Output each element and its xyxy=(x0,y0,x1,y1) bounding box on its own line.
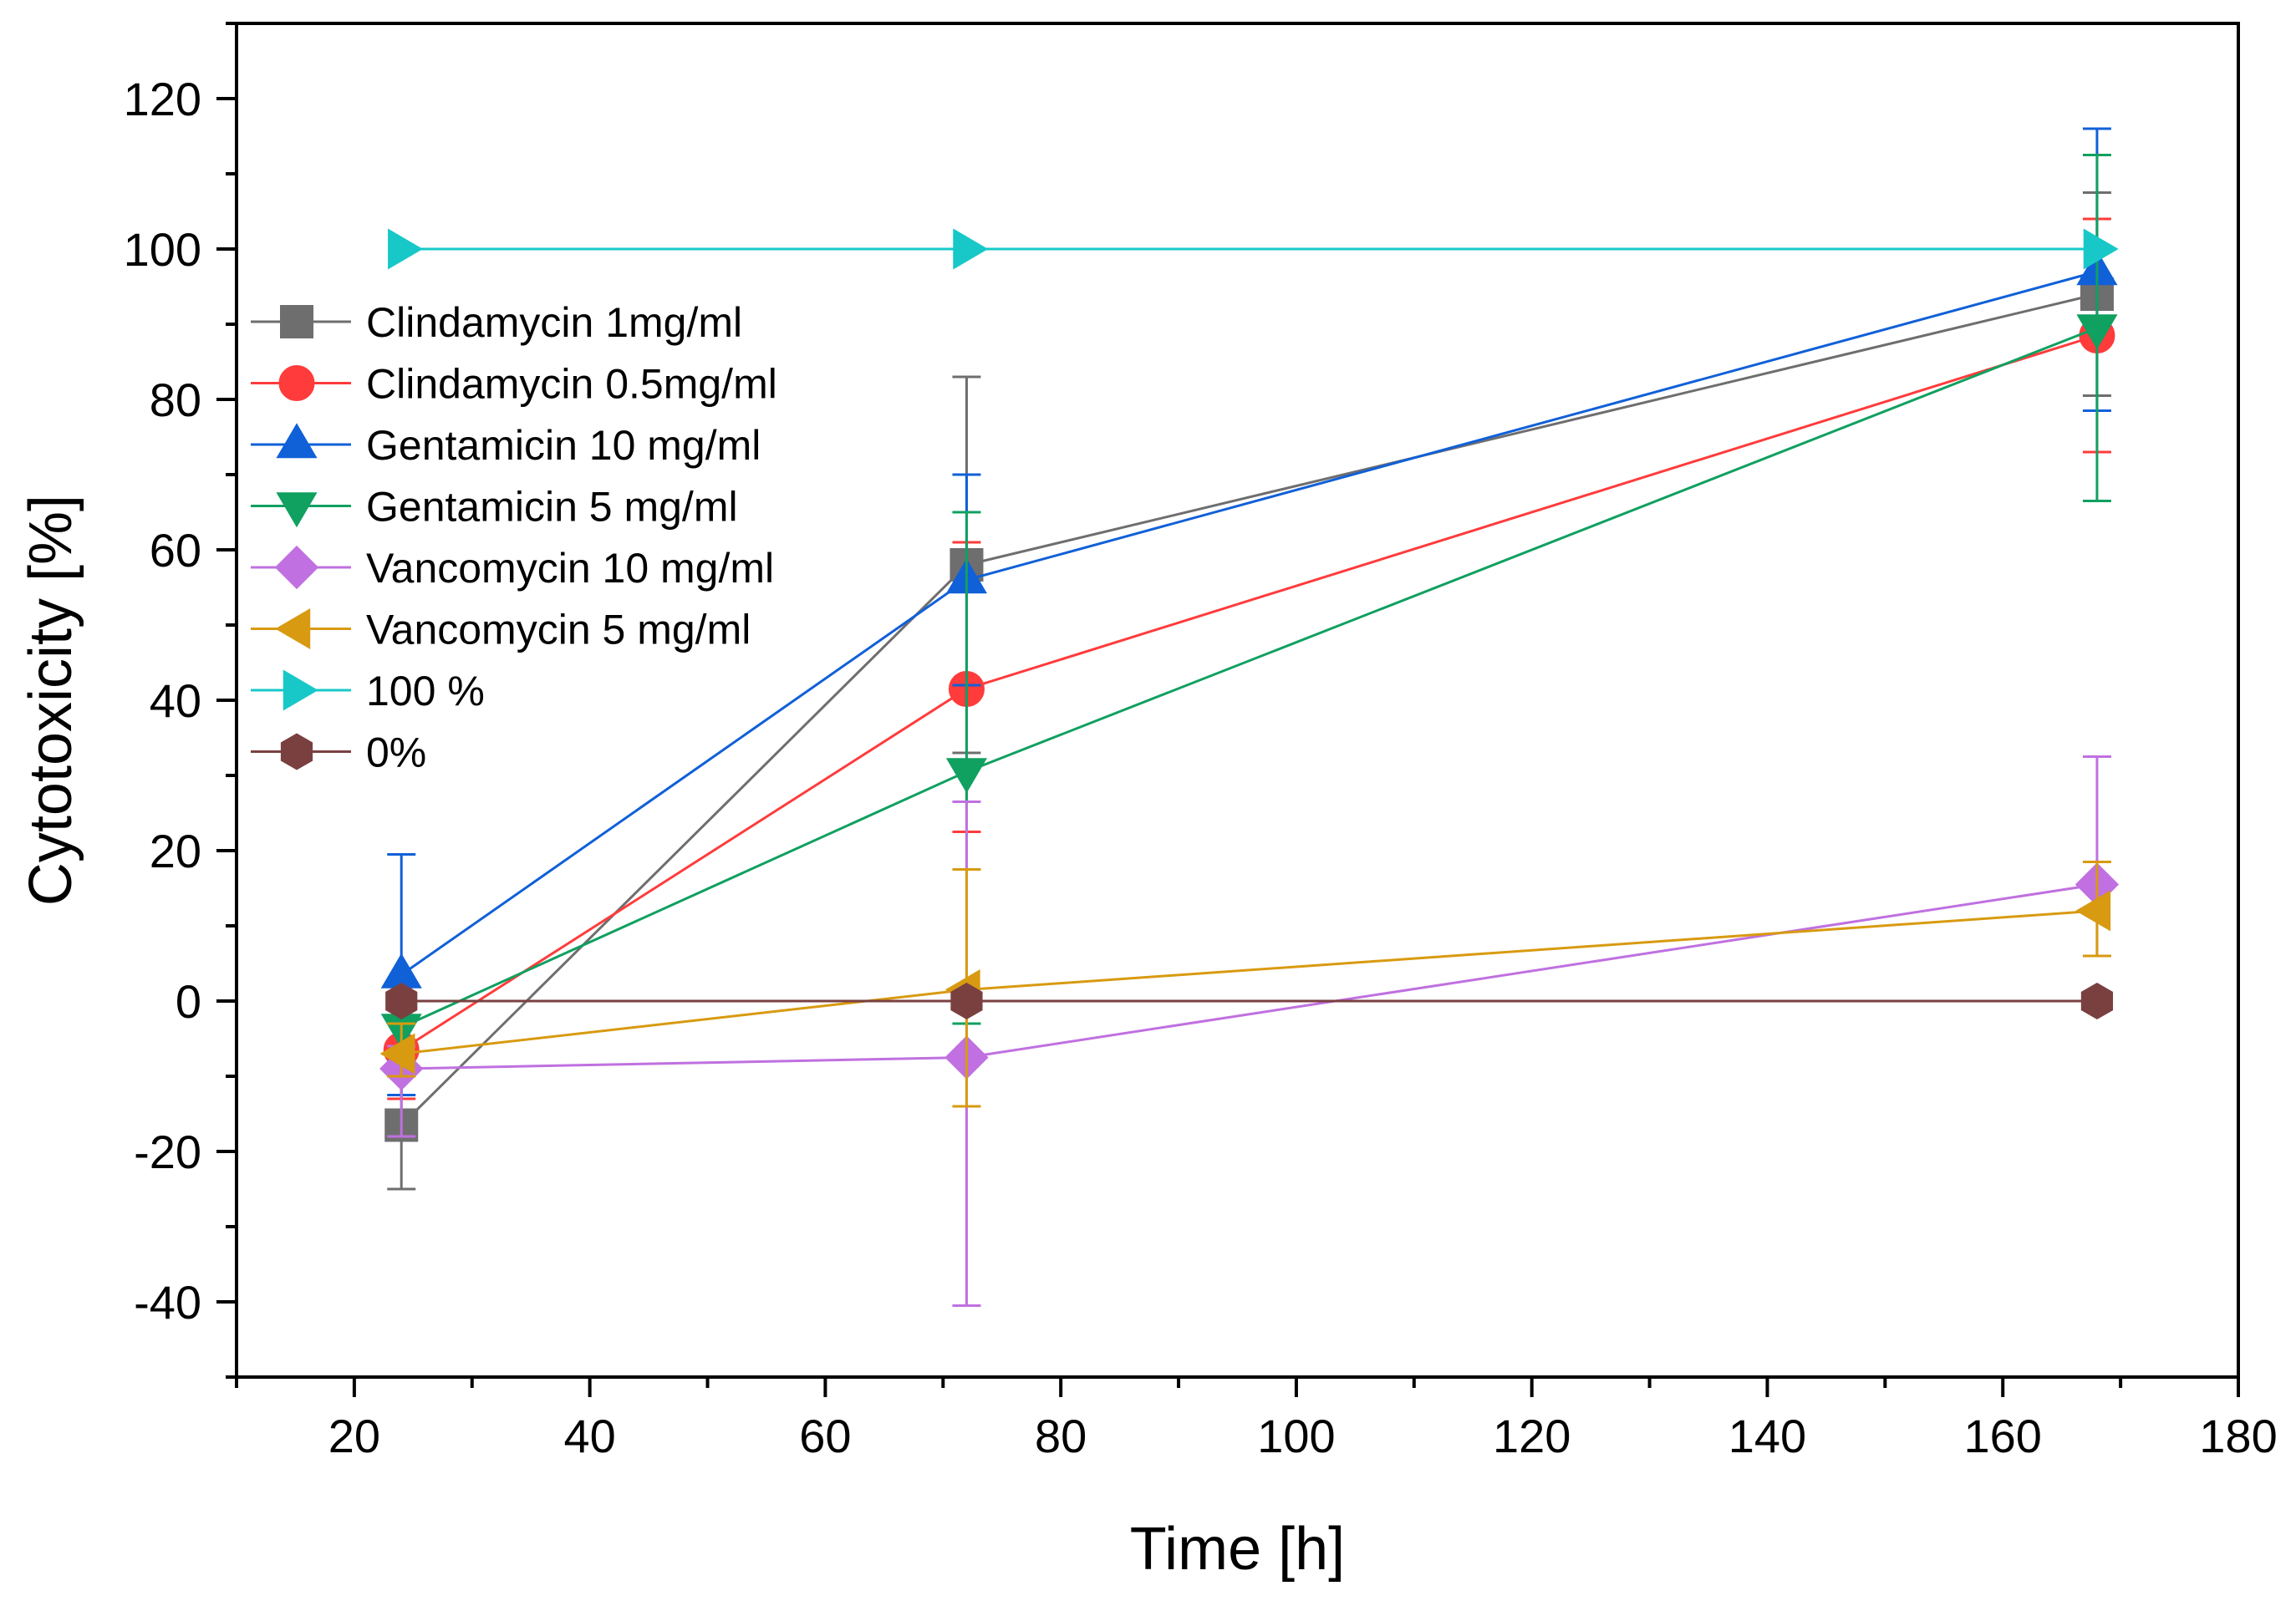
data-point xyxy=(953,228,989,270)
y-axis-title: Cytotoxicity [%] xyxy=(18,495,84,906)
x-tick-label: 120 xyxy=(1493,1410,1571,1462)
x-tick-label: 40 xyxy=(563,1410,615,1462)
plot-series xyxy=(379,127,2120,1307)
data-point xyxy=(380,953,422,989)
x-tick-label: 180 xyxy=(2199,1410,2277,1462)
y-tick-label: 40 xyxy=(150,674,201,727)
x-tick-label: 80 xyxy=(1035,1410,1087,1462)
legend-marker xyxy=(283,669,318,711)
legend-label: Vancomycin 10 mg/ml xyxy=(366,545,774,592)
series-vancomycin-10-mg-ml xyxy=(379,755,2120,1307)
legend-item: Vancomycin 10 mg/ml xyxy=(251,545,774,592)
legend-label: Gentamicin 10 mg/ml xyxy=(366,422,761,469)
legend-label: 100 % xyxy=(366,668,485,714)
legend-marker xyxy=(280,305,313,338)
y-tick-label: -40 xyxy=(134,1276,201,1329)
x-tick-label: 20 xyxy=(328,1410,380,1462)
legend-item: 0% xyxy=(251,729,426,776)
y-tick-label: 120 xyxy=(124,73,201,125)
y-tick-label: 0 xyxy=(176,975,201,1028)
series-vancomycin-5-mg-ml xyxy=(379,861,2111,1108)
legend-marker xyxy=(274,545,319,590)
data-point xyxy=(388,228,423,270)
plot-frame xyxy=(235,22,2240,1379)
data-point xyxy=(2075,890,2111,932)
legend-marker xyxy=(280,733,313,770)
data-point xyxy=(945,758,988,794)
axes: 20 40 60 80 100 120 140 160 180 -40 -20 0 20 40 60 80 10… xyxy=(124,22,2278,1462)
y-tick-label: 80 xyxy=(150,374,201,426)
legend-label: Gentamicin 5 mg/ml xyxy=(366,484,738,531)
legend-marker xyxy=(276,492,318,528)
series-100 xyxy=(388,228,2119,270)
x-tick-label: 140 xyxy=(1728,1410,1806,1462)
legend-item: Gentamicin 10 mg/ml xyxy=(251,422,761,469)
legend-label: Clindamycin 1mg/ml xyxy=(366,299,742,346)
x-axis-title: Time [h] xyxy=(1130,1516,1345,1583)
legend-marker xyxy=(276,423,318,459)
legend-item: Gentamicin 5 mg/ml xyxy=(251,484,738,531)
data-point xyxy=(379,1033,415,1075)
legend-label: Vancomycin 5 mg/ml xyxy=(366,607,751,653)
x-tick-label: 160 xyxy=(1964,1410,2042,1462)
legend-label: 0% xyxy=(366,729,426,776)
data-point xyxy=(950,982,983,1020)
legend-item: Clindamycin 0.5mg/ml xyxy=(251,361,777,408)
legend-marker xyxy=(275,607,311,650)
legend-item: Clindamycin 1mg/ml xyxy=(251,299,742,346)
legend-item: Vancomycin 5 mg/ml xyxy=(251,607,751,653)
data-point xyxy=(385,982,418,1020)
legend-marker xyxy=(278,364,315,402)
legend-item: 100 % xyxy=(251,668,485,714)
legend-label: Clindamycin 0.5mg/ml xyxy=(366,361,777,408)
data-point xyxy=(2080,982,2114,1020)
data-point xyxy=(2076,314,2118,350)
x-tick-label: 60 xyxy=(799,1410,851,1462)
y-tick-label: 20 xyxy=(150,825,201,877)
y-tick-label: 60 xyxy=(150,524,201,577)
series-0 xyxy=(385,982,2114,1020)
legend: Clindamycin 1mg/ml Clindamycin 0.5mg/ml Ge… xyxy=(251,299,777,776)
y-tick-label: 100 xyxy=(124,223,201,276)
series-line xyxy=(401,909,2098,1055)
y-tick-label: -20 xyxy=(134,1126,201,1178)
data-point xyxy=(2083,228,2119,270)
x-tick-label: 100 xyxy=(1257,1410,1335,1462)
